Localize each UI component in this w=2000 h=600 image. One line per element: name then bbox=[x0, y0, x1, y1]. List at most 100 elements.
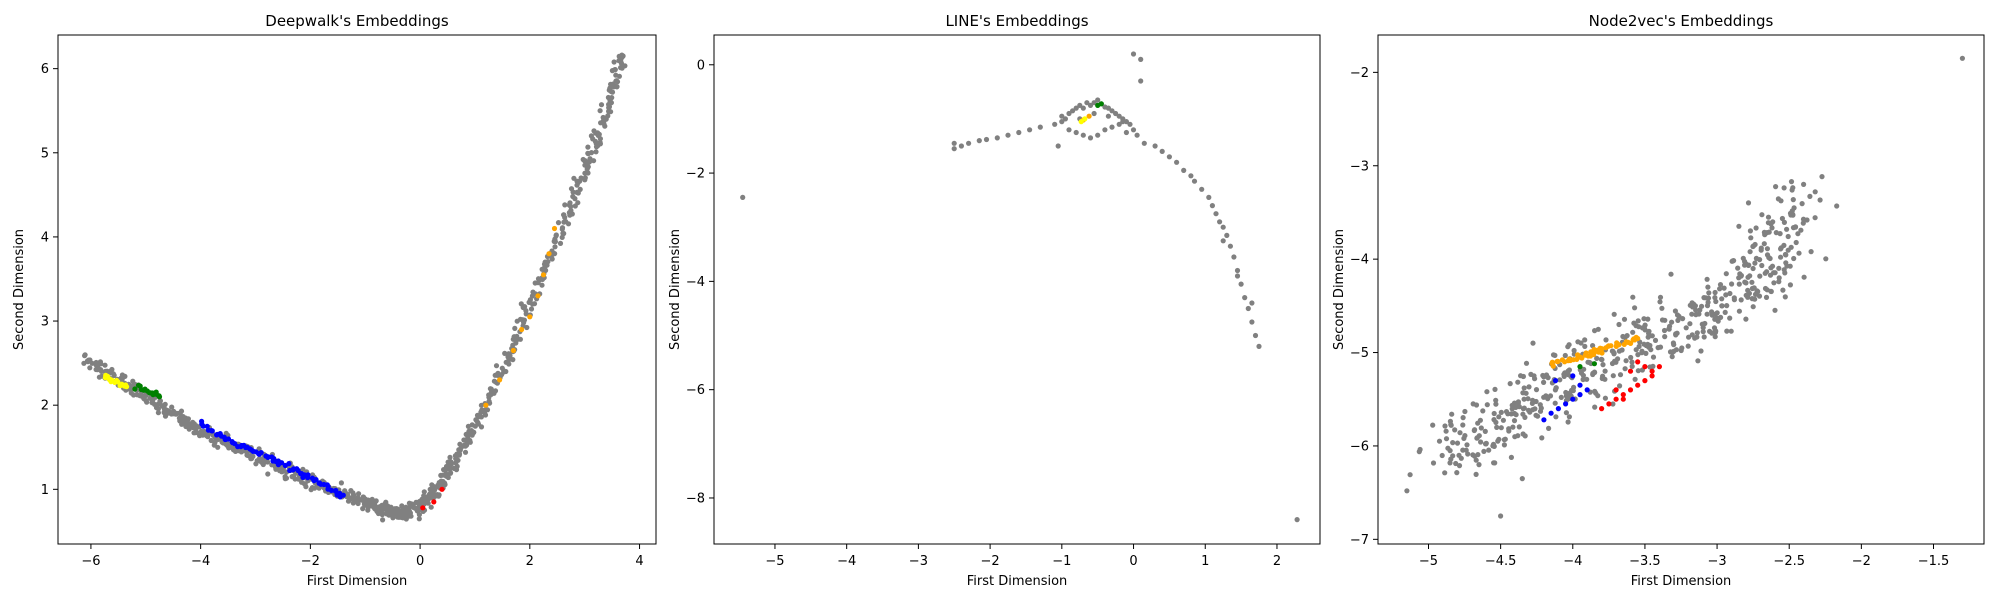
scatter-point bbox=[1671, 342, 1677, 348]
scatter-point bbox=[1714, 315, 1720, 321]
scatter-point bbox=[1563, 401, 1569, 407]
scatter-point bbox=[1188, 173, 1194, 179]
scatter-point bbox=[1578, 340, 1584, 346]
scatter-point bbox=[1611, 351, 1617, 357]
scatter-point bbox=[200, 423, 206, 429]
scatter-point bbox=[1748, 235, 1754, 241]
scatter-point bbox=[131, 392, 137, 398]
scatter-point bbox=[328, 487, 334, 493]
node2vec-x-ticks: −5 −4.5 −4 −3.5 −3 −2.5 −2 −1.5 bbox=[1419, 544, 1949, 569]
scatter-point bbox=[1752, 260, 1758, 266]
scatter-point bbox=[1793, 239, 1799, 246]
scatter-point bbox=[521, 317, 528, 323]
scatter-point bbox=[1736, 308, 1742, 314]
scatter-point bbox=[291, 473, 297, 479]
scatter-point bbox=[1472, 453, 1478, 459]
scatter-point bbox=[160, 403, 166, 409]
scatter-point bbox=[1515, 399, 1521, 405]
scatter-point bbox=[1252, 332, 1259, 339]
scatter-point bbox=[1753, 225, 1759, 231]
scatter-point bbox=[567, 200, 573, 206]
scatter-point bbox=[1750, 265, 1756, 272]
scatter-point bbox=[1694, 334, 1700, 340]
scatter-point bbox=[1436, 438, 1443, 444]
scatter-point bbox=[414, 499, 420, 506]
scatter-point bbox=[1812, 215, 1818, 221]
scatter-point bbox=[1577, 382, 1583, 388]
scatter-point bbox=[1476, 462, 1482, 468]
scatter-point bbox=[1758, 245, 1764, 251]
scatter-point bbox=[150, 392, 156, 398]
deepwalk-y-ticks: 1 2 3 4 5 6 bbox=[41, 62, 58, 498]
scatter-point bbox=[1743, 280, 1749, 286]
scatter-point bbox=[1662, 317, 1668, 323]
scatter-point bbox=[115, 379, 121, 385]
scatter-point bbox=[1123, 119, 1129, 125]
scatter-point bbox=[1086, 113, 1092, 119]
scatter-point bbox=[1782, 270, 1788, 276]
line-series-0 bbox=[740, 51, 1300, 523]
scatter-point bbox=[951, 140, 957, 146]
scatter-point bbox=[1592, 404, 1598, 410]
scatter-point bbox=[523, 308, 529, 314]
scatter-point bbox=[1599, 406, 1605, 412]
scatter-point bbox=[209, 428, 215, 434]
y-tick-label: 2 bbox=[41, 399, 49, 414]
scatter-point bbox=[1705, 295, 1712, 301]
scatter-point bbox=[95, 363, 101, 369]
scatter-point bbox=[156, 394, 163, 400]
scatter-point bbox=[1621, 316, 1628, 322]
scatter-point bbox=[1692, 303, 1698, 309]
y-tick-label: −4 bbox=[686, 275, 705, 290]
x-tick-label: −2 bbox=[1852, 554, 1871, 569]
scatter-point bbox=[1745, 287, 1751, 293]
scatter-point bbox=[1595, 393, 1601, 399]
scatter-point bbox=[1540, 372, 1546, 379]
x-tick-label: 2 bbox=[526, 554, 534, 569]
scatter-point bbox=[552, 239, 559, 245]
scatter-point bbox=[439, 486, 445, 492]
scatter-point bbox=[1642, 322, 1648, 328]
line-x-axis-label: First Dimension bbox=[967, 574, 1068, 589]
scatter-point bbox=[474, 418, 480, 424]
scatter-point bbox=[1591, 369, 1598, 375]
scatter-point bbox=[1073, 105, 1079, 111]
scatter-point bbox=[492, 372, 498, 378]
scatter-point bbox=[1539, 435, 1545, 441]
scatter-point bbox=[454, 463, 460, 469]
scatter-point bbox=[593, 149, 599, 155]
scatter-point bbox=[1098, 101, 1104, 107]
scatter-point bbox=[443, 471, 449, 478]
scatter-point bbox=[527, 314, 533, 320]
scatter-point bbox=[582, 175, 588, 181]
scatter-point bbox=[497, 377, 503, 383]
scatter-point bbox=[1783, 252, 1789, 258]
line-x-ticks: −5 −4 −3 −2 −1 0 1 2 bbox=[765, 544, 1281, 569]
scatter-point bbox=[1731, 258, 1737, 264]
scatter-point bbox=[1059, 113, 1065, 119]
scatter-point bbox=[1632, 305, 1638, 311]
scatter-point bbox=[539, 266, 545, 272]
scatter-point bbox=[1450, 440, 1456, 446]
scatter-point bbox=[82, 352, 88, 358]
scatter-point bbox=[1752, 296, 1758, 302]
scatter-point bbox=[1242, 295, 1248, 301]
scatter-point bbox=[1643, 350, 1649, 356]
scatter-point bbox=[1458, 455, 1464, 461]
scatter-point bbox=[1685, 343, 1691, 349]
scatter-point bbox=[1769, 263, 1776, 269]
scatter-point bbox=[1417, 446, 1423, 453]
scatter-point bbox=[1541, 379, 1547, 385]
scatter-point bbox=[1123, 129, 1129, 136]
scatter-point bbox=[1127, 121, 1133, 127]
scatter-point bbox=[582, 162, 588, 168]
scatter-point bbox=[1699, 321, 1705, 327]
scatter-point bbox=[1501, 437, 1507, 443]
scatter-point bbox=[1506, 428, 1512, 434]
scatter-point bbox=[539, 276, 546, 282]
scatter-point bbox=[1077, 102, 1083, 108]
scatter-point bbox=[561, 212, 567, 218]
scatter-point bbox=[1627, 368, 1634, 374]
x-tick-label: −2 bbox=[301, 554, 320, 569]
scatter-point bbox=[1482, 428, 1488, 434]
